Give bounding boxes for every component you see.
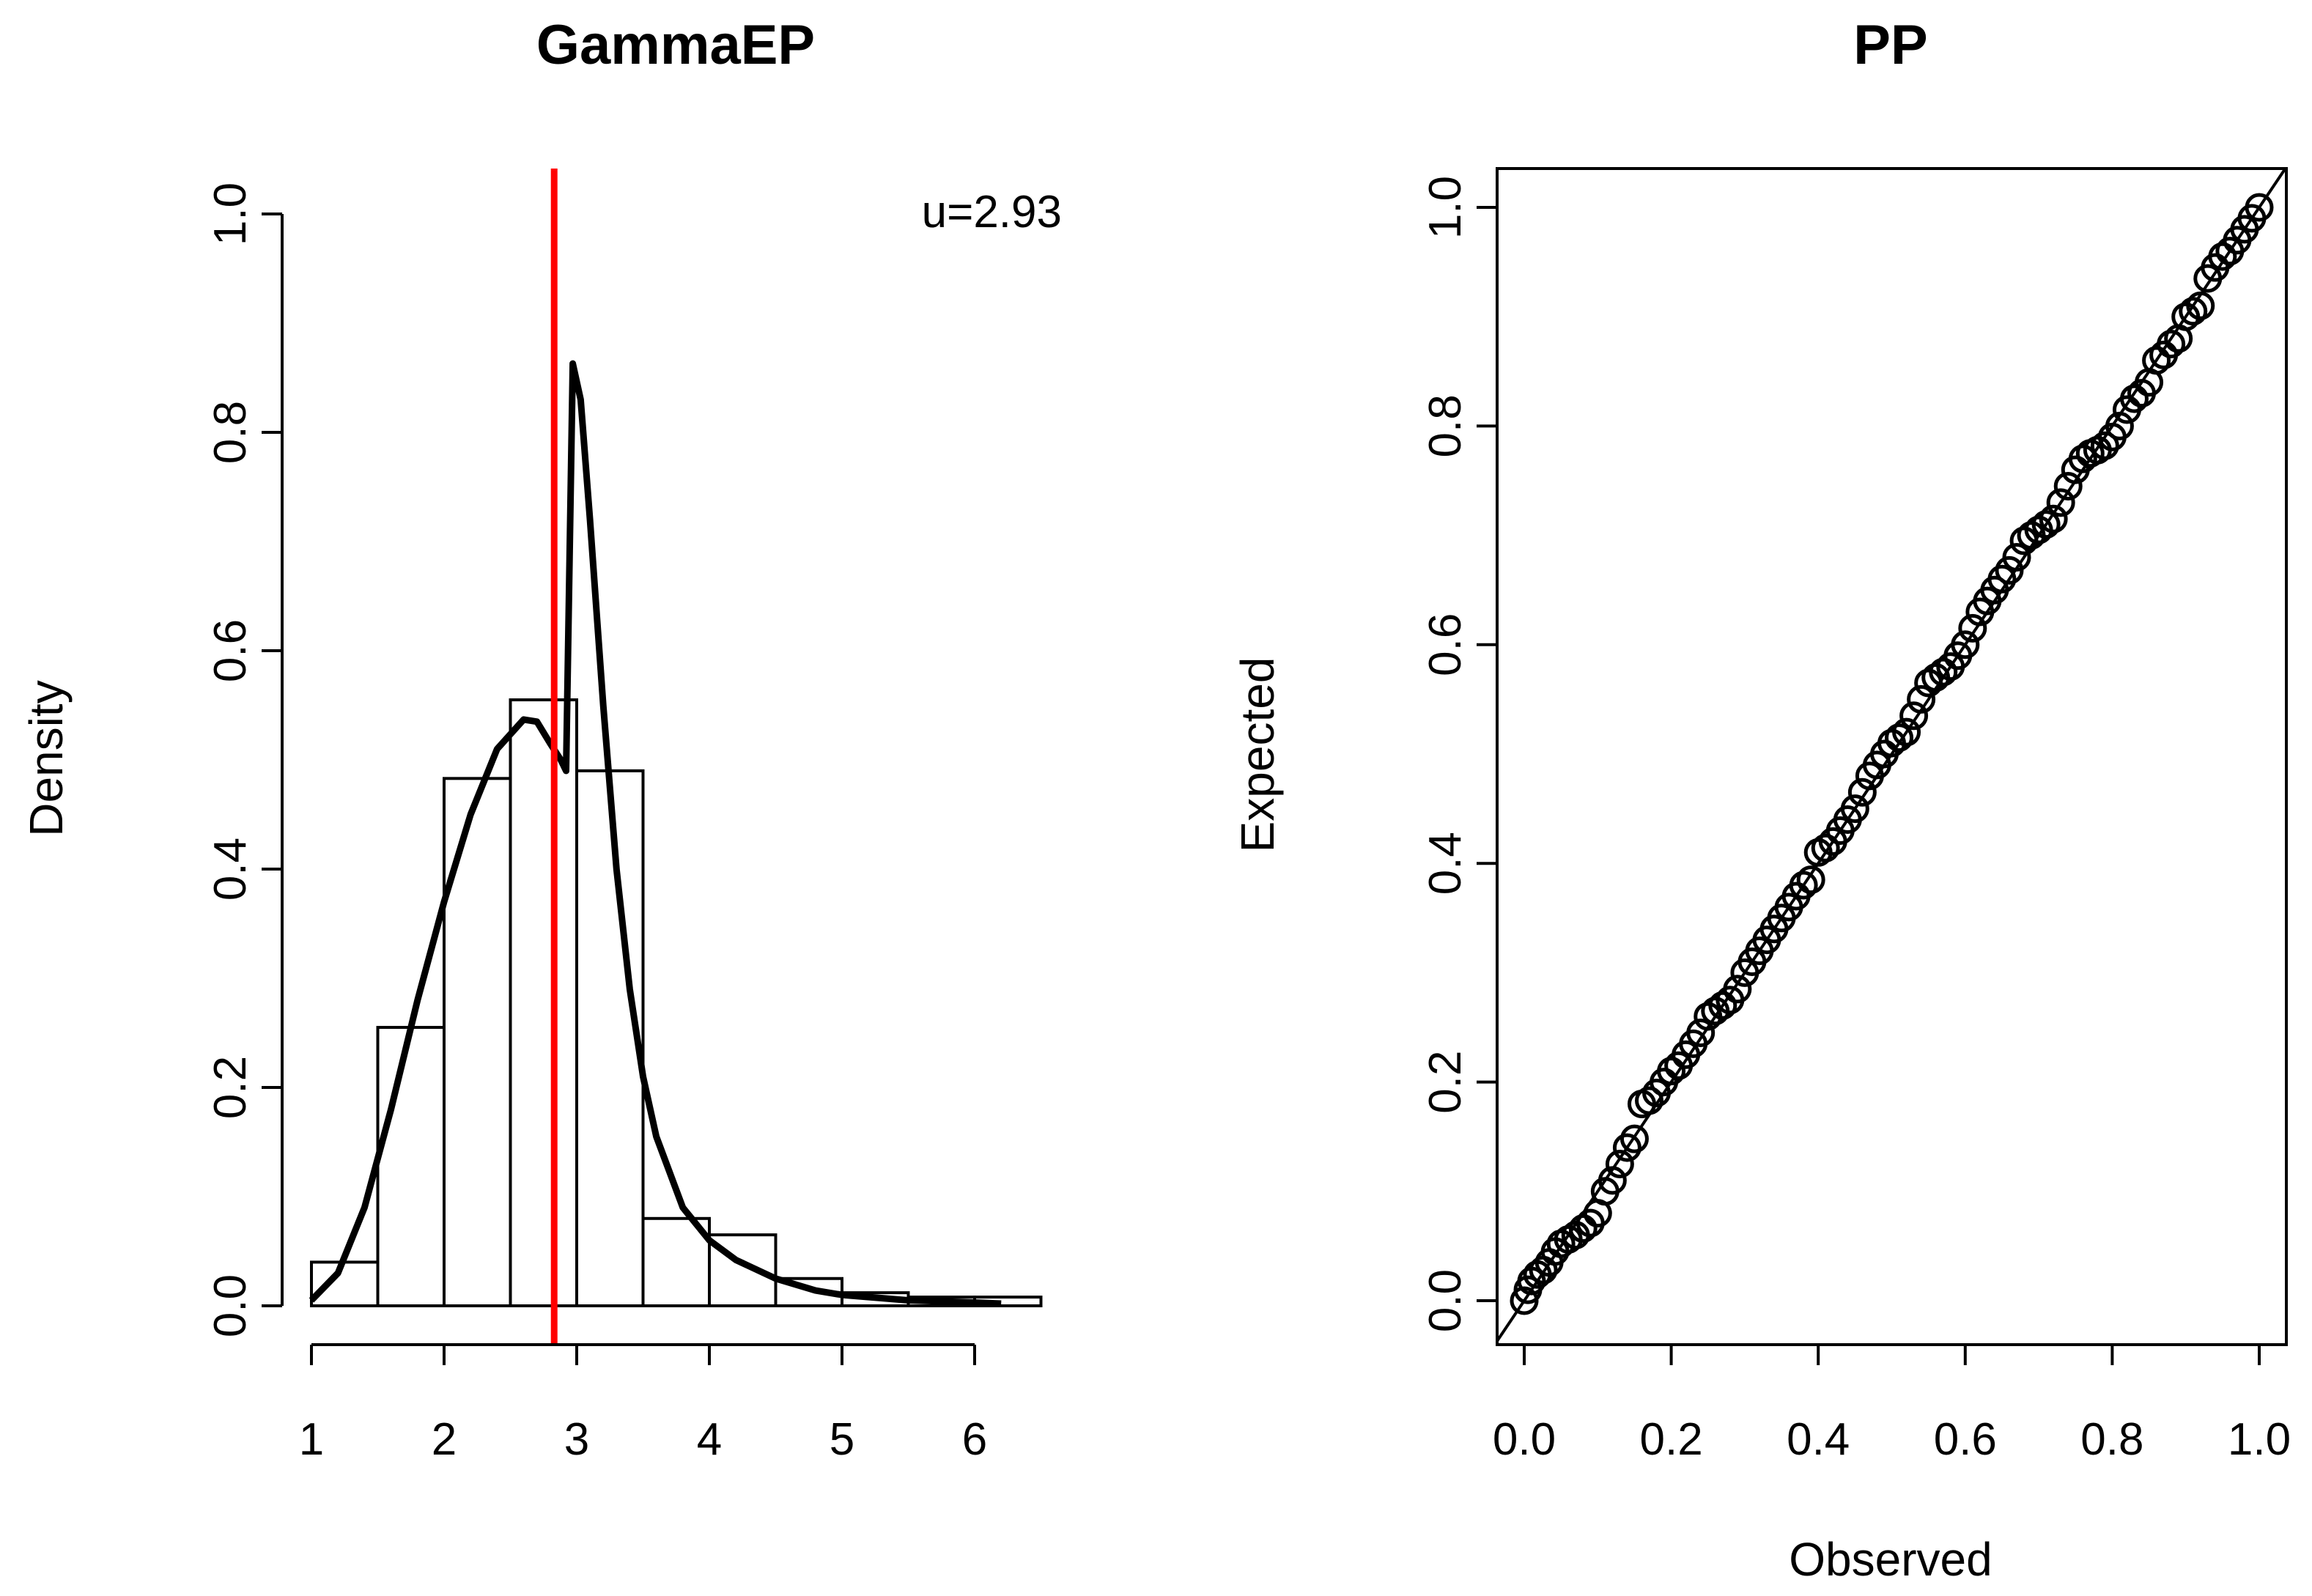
y-tick-label: 0.6: [205, 619, 256, 682]
pp-point: [2245, 193, 2274, 222]
pp-y-tick-label: 1.0: [1420, 176, 1471, 239]
pp-point: [1847, 777, 1877, 807]
pp-point: [2068, 444, 2097, 473]
pp-point: [1885, 723, 1914, 753]
pp-point: [2208, 242, 2237, 271]
histogram-bar: [641, 1216, 711, 1308]
pp-point: [1789, 871, 1818, 900]
pp-point: [1907, 684, 1936, 714]
pp-x-tick-label: 0.6: [1934, 1414, 1997, 1465]
pp-point: [1811, 833, 1840, 862]
pp-point: [2039, 504, 2068, 533]
pp-point: [1568, 1214, 1598, 1244]
pp-point: [1723, 975, 1752, 1004]
pp-y-tick-label: 0.2: [1420, 1050, 1471, 1113]
pp-point: [1686, 1018, 1715, 1047]
pp-y-axis: 0.0 0.2 0.4 0.6 0.8 1.0: [1420, 176, 1497, 1332]
pp-x-axis-label: Observed: [1789, 1533, 1992, 1586]
pp-point: [1796, 865, 1825, 895]
pp-panel: PP Observed Expected 0.0 0.2 0.4 0.6 0.8 1.0 …: [1231, 14, 2291, 1586]
y-tick-label: 0.0: [205, 1274, 256, 1337]
y-tick-label: 0.8: [205, 401, 256, 464]
gammaep-y-axis: 0.0 0.2 0.4 0.6 0.8 1.0: [205, 182, 284, 1337]
histogram-bar: [509, 698, 578, 1307]
pp-point: [2142, 346, 2171, 375]
threshold-annotation: u=2.93: [922, 187, 1062, 237]
pp-point: [2053, 471, 2083, 500]
pp-x-tick-label: 0.2: [1639, 1414, 1702, 1465]
pp-point: [1951, 630, 1980, 660]
pp-point: [1899, 701, 1929, 731]
gammaep-title: GammaEP: [536, 14, 815, 76]
histogram-bar: [443, 777, 512, 1307]
pp-y-tick-label: 0.6: [1420, 613, 1471, 676]
pp-point: [1987, 564, 2017, 594]
histogram-bar: [575, 769, 645, 1307]
pp-point: [1657, 1057, 1686, 1086]
pp-point: [2105, 411, 2134, 440]
pp-y-tick-label: 0.4: [1420, 832, 1471, 895]
pp-point: [1598, 1166, 1627, 1195]
pp-point: [2186, 291, 2215, 320]
pp-point: [1840, 794, 1869, 824]
x-tick-label: 1: [299, 1414, 324, 1465]
y-tick-label: 1.0: [205, 182, 256, 245]
pp-point: [1619, 1124, 1649, 1153]
pp-y-axis-label: Expected: [1231, 657, 1284, 853]
y-tick-label: 0.2: [205, 1056, 256, 1119]
pp-point: [2179, 297, 2208, 326]
histogram-bar: [310, 1260, 380, 1308]
pp-y-tick-label: 0.0: [1420, 1269, 1471, 1332]
pp-point: [1892, 717, 1921, 747]
pp-x-tick-label: 0.4: [1787, 1414, 1850, 1465]
density-curve-group: [309, 360, 1002, 1307]
x-tick-label: 5: [830, 1414, 854, 1465]
pp-point: [2002, 542, 2031, 572]
density-curve: [309, 360, 1002, 1307]
pp-point: [2119, 384, 2149, 413]
pp-y-tick-label: 0.8: [1420, 394, 1471, 457]
y-tick-label: 0.4: [205, 838, 256, 901]
x-tick-label: 6: [962, 1414, 987, 1465]
pp-point: [2031, 510, 2061, 539]
pp-x-tick-label: 1.0: [2228, 1414, 2291, 1465]
pp-point: [1635, 1086, 1664, 1115]
x-tick-label: 2: [432, 1414, 457, 1465]
x-tick-label: 4: [697, 1414, 722, 1465]
pp-point: [1708, 991, 1737, 1020]
pp-title: PP: [1853, 14, 1927, 76]
gammaep-x-axis: 1 2 3 4 5 6: [299, 1343, 987, 1465]
pp-point: [1929, 657, 1958, 687]
pp-x-tick-label: 0.0: [1493, 1414, 1556, 1465]
pp-x-axis: 0.0 0.2 0.4 0.6 0.8 1.0: [1493, 1345, 2291, 1465]
pp-x-tick-label: 0.8: [2080, 1414, 2143, 1465]
x-tick-label: 3: [564, 1414, 589, 1465]
histogram-bars: [310, 698, 1043, 1308]
pp-point: [1605, 1150, 1634, 1178]
pp-point: [1612, 1133, 1641, 1162]
pp-point: [2157, 330, 2186, 358]
gammaep-y-axis-label: Density: [20, 680, 73, 836]
pp-plot-box: [1496, 167, 2288, 1346]
pp-point: [2090, 431, 2119, 460]
pp-point: [1958, 613, 1987, 643]
histogram-bar: [376, 1026, 446, 1308]
pp-point: [2046, 488, 2075, 517]
pp-points: [1510, 193, 2274, 1315]
